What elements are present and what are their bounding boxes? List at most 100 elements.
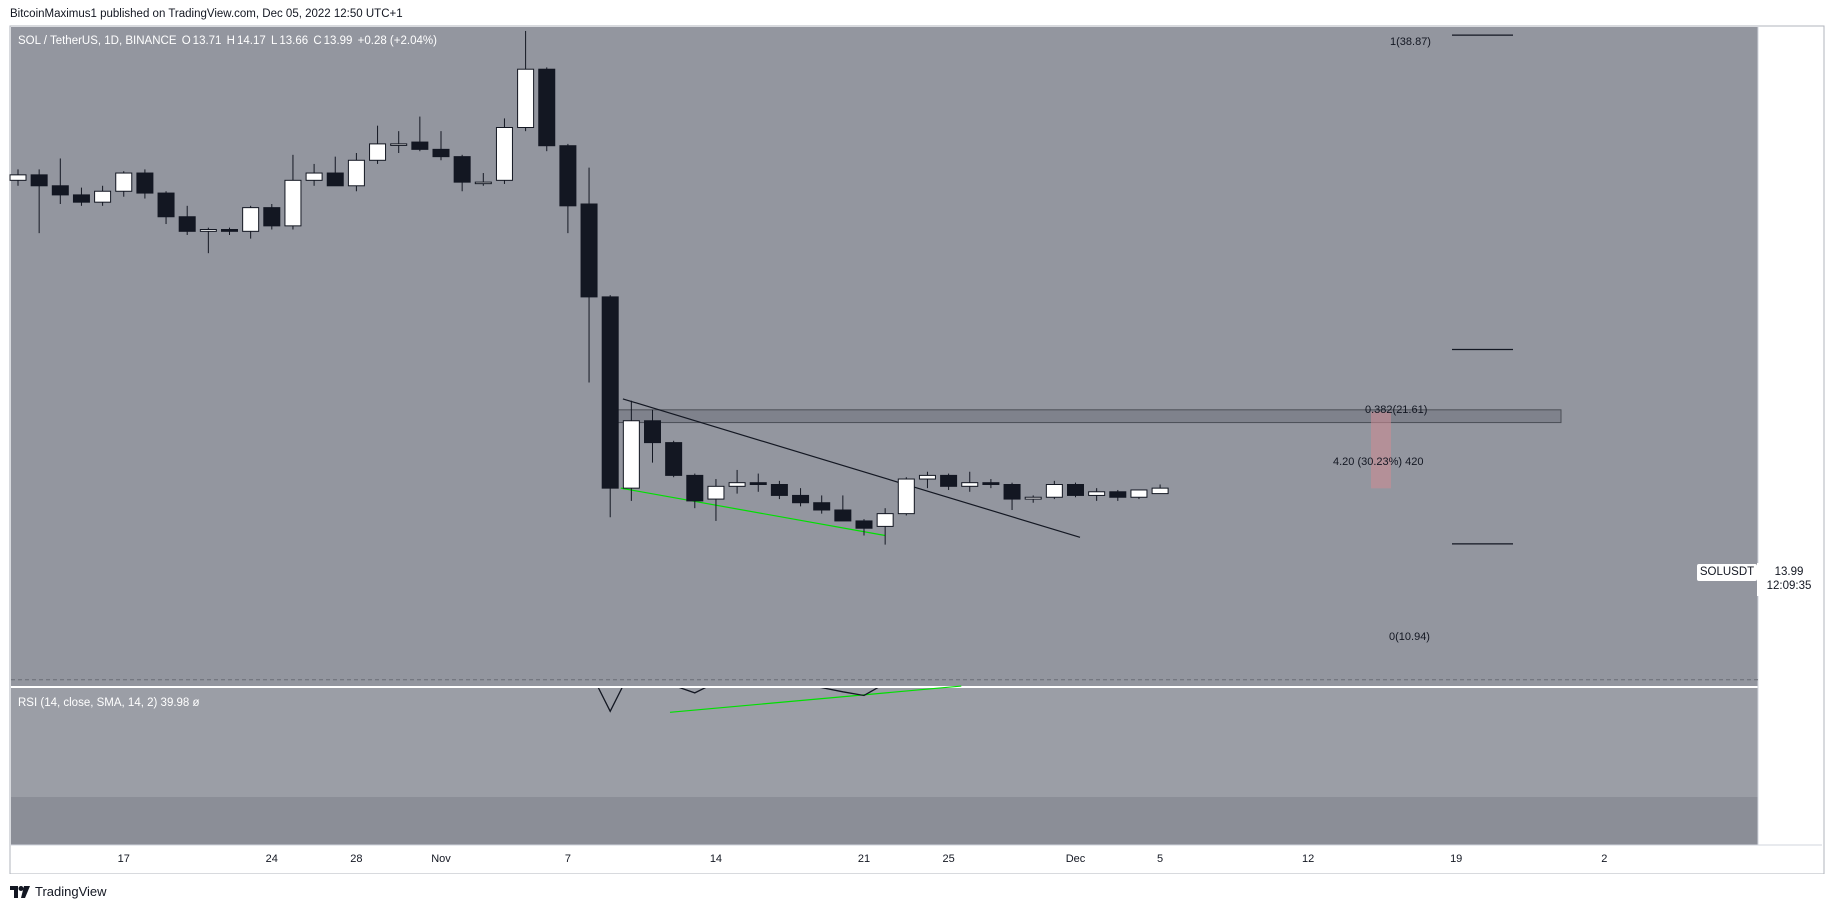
current-price-box: 13.99 12:09:35 bbox=[1757, 563, 1821, 596]
candle-down-body bbox=[411, 141, 429, 150]
time-tick-label: 24 bbox=[266, 853, 278, 865]
price-tick-label: 16.00 bbox=[1766, 447, 1794, 459]
candle-up-body bbox=[876, 513, 894, 527]
support-trendline bbox=[620, 487, 886, 537]
descending-trendline bbox=[622, 398, 1081, 538]
fib-level-0382-label: 0.382(21.61) bbox=[1365, 404, 1427, 416]
publish-info: BitcoinMaximus1 published on TradingView… bbox=[10, 8, 403, 20]
candle bbox=[940, 473, 958, 490]
time-tick-label: Nov bbox=[431, 853, 451, 865]
candle-down-body bbox=[834, 509, 852, 522]
candle-down-body bbox=[72, 194, 90, 203]
candle-up-body bbox=[728, 482, 746, 487]
candle-up-body bbox=[115, 172, 133, 192]
candle bbox=[1067, 482, 1084, 498]
candle-down-body bbox=[538, 68, 556, 147]
candle bbox=[855, 519, 873, 536]
rsi-tick-label: 35.00 bbox=[1766, 649, 1794, 661]
candle-up-body bbox=[622, 420, 640, 489]
open-label: O bbox=[181, 35, 191, 47]
candle-down-body bbox=[157, 192, 175, 218]
candle-up-body bbox=[918, 474, 936, 480]
candle bbox=[284, 154, 302, 230]
candle-up-body bbox=[94, 190, 112, 203]
price-axis: 38.00 36.00 34.00 32.00 30.00 28.00 26.00 24.00… bbox=[1766, 46, 1794, 568]
candle bbox=[644, 409, 661, 463]
candle bbox=[157, 191, 175, 225]
candle-down-body bbox=[453, 156, 471, 183]
candle-down-body bbox=[601, 296, 619, 489]
open-value: 13.71 bbox=[192, 35, 222, 47]
candle bbox=[918, 471, 936, 489]
candle-down-body bbox=[178, 216, 196, 232]
candle bbox=[749, 473, 767, 492]
candle bbox=[9, 169, 27, 186]
candle bbox=[453, 154, 471, 192]
candle bbox=[263, 204, 281, 230]
annotations-layer: 1(38.87) 0.382(21.61) 0(10.94) 4.20 (30.… bbox=[1333, 36, 1431, 643]
candle bbox=[411, 116, 429, 152]
footer: TradingView bbox=[0, 874, 1834, 909]
candle bbox=[728, 469, 746, 494]
candle-down-body bbox=[326, 172, 344, 187]
candle-down-body bbox=[51, 185, 69, 196]
drawings-layer bbox=[613, 34, 1562, 713]
candle-down-body bbox=[432, 148, 450, 158]
candle-up-body bbox=[390, 143, 408, 146]
candle-down-body bbox=[263, 207, 281, 227]
candle-down-body bbox=[813, 502, 831, 511]
change-value: +0.28 (+2.04%) bbox=[357, 35, 437, 47]
candle-down-body bbox=[982, 482, 1000, 485]
price-tick-label: 28.00 bbox=[1766, 228, 1794, 240]
candle-down-body bbox=[749, 482, 767, 485]
candle bbox=[1109, 489, 1127, 501]
tradingview-logo[interactable]: TradingView bbox=[10, 884, 107, 899]
candle bbox=[1130, 489, 1148, 500]
rsi-tick-label: 40.00 bbox=[1766, 622, 1794, 634]
time-tick-label: 28 bbox=[350, 853, 362, 865]
time-axis: 17 24 28 Nov 7 14 21 25 Dec 5 12 19 2 bbox=[118, 853, 1608, 865]
price-tick-label: 30.00 bbox=[1766, 192, 1794, 204]
current-price-value: 13.99 bbox=[1774, 566, 1804, 578]
rsi-legend[interactable]: RSI (14, close, SMA, 14, 2) 39.98 ø bbox=[18, 697, 200, 709]
candle bbox=[51, 158, 69, 204]
candle-down-body bbox=[792, 494, 810, 504]
rsi-value: 39.98 bbox=[160, 697, 190, 709]
candle bbox=[982, 479, 1000, 489]
main-pane-background bbox=[11, 27, 1758, 686]
price-tick-label: 32.00 bbox=[1766, 155, 1794, 167]
rsi-label: RSI (14, close, SMA, 14, 2) bbox=[18, 697, 158, 709]
candle bbox=[707, 479, 725, 521]
fib-level-1-label: 1(38.87) bbox=[1390, 36, 1431, 48]
candle bbox=[178, 205, 196, 235]
candle bbox=[136, 169, 154, 199]
price-tick-label: 36.00 bbox=[1766, 82, 1794, 94]
candle bbox=[242, 205, 260, 239]
price-tick-label: 12.00 bbox=[1766, 520, 1794, 532]
candle bbox=[369, 125, 387, 164]
candle bbox=[390, 131, 408, 153]
candle bbox=[432, 131, 450, 161]
candle-down-body bbox=[686, 474, 704, 502]
publish-header: BitcoinMaximus1 published on TradingView… bbox=[0, 0, 1834, 26]
candle-up-body bbox=[1151, 487, 1169, 495]
high-label: H bbox=[226, 35, 235, 47]
candle-down-body bbox=[1109, 491, 1127, 498]
candle-down-body bbox=[559, 145, 577, 207]
candle bbox=[305, 163, 323, 186]
price-tick-label: 18.00 bbox=[1766, 410, 1794, 422]
symbol-legend[interactable]: SOL / TetherUS, 1D, BINANCE O 13.71 H 14.1… bbox=[18, 35, 439, 47]
candle bbox=[538, 67, 556, 152]
candle bbox=[221, 227, 238, 235]
candle bbox=[495, 118, 513, 184]
price-tick-label: 38.00 bbox=[1766, 46, 1794, 58]
candle-up-body bbox=[495, 127, 513, 181]
candle bbox=[665, 440, 683, 478]
candle-down-body bbox=[855, 520, 873, 529]
candle-up-body bbox=[897, 478, 915, 515]
tradingview-brand: TradingView bbox=[35, 884, 107, 899]
high-value: 14.17 bbox=[236, 35, 266, 47]
candle-up-body bbox=[1088, 491, 1106, 496]
candle-up-body bbox=[305, 172, 323, 181]
